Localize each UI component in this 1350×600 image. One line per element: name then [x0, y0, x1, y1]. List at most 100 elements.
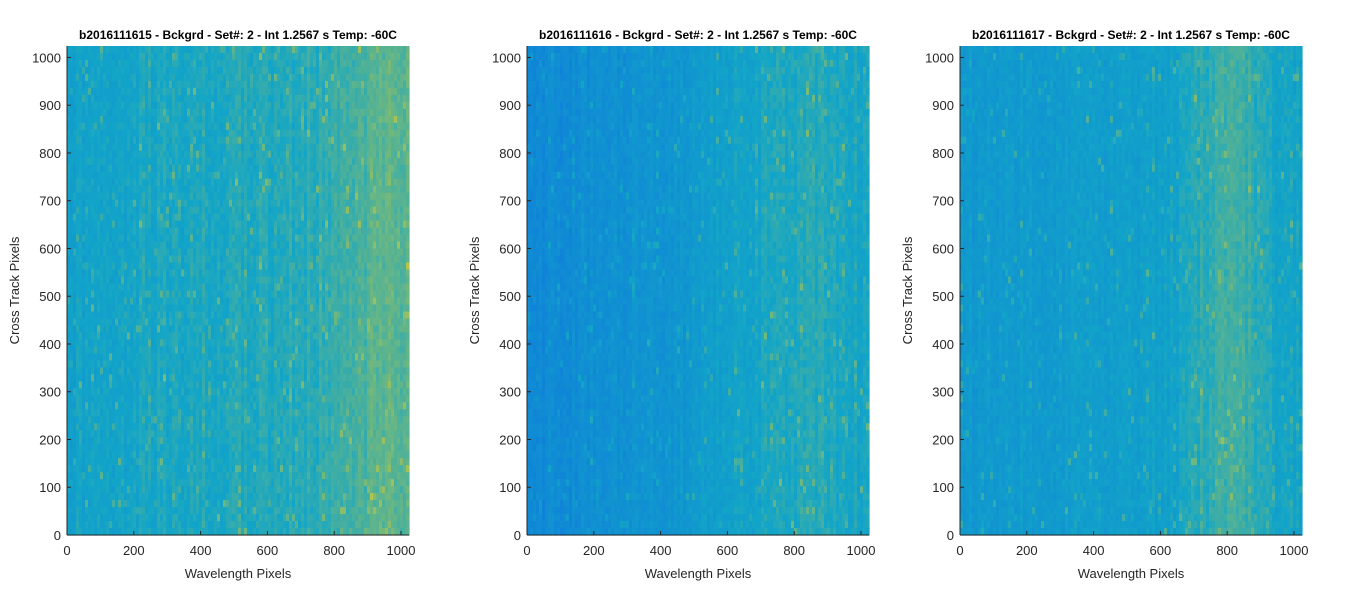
heatmap-cell — [205, 430, 209, 438]
heatmap-cell — [103, 465, 107, 473]
heatmap-cell — [79, 360, 83, 368]
heatmap-cell — [100, 269, 104, 278]
heatmap-cell — [157, 262, 161, 271]
heatmap-cell — [163, 143, 167, 152]
heatmap-cell — [127, 381, 131, 389]
heatmap-cell — [226, 381, 230, 389]
heatmap-cell — [148, 367, 152, 375]
heatmap-cell — [199, 290, 203, 299]
heatmap-cell — [76, 192, 80, 201]
heatmap-cell — [187, 423, 191, 431]
heatmap-cell — [175, 318, 179, 327]
heatmap-cell — [196, 108, 200, 117]
heatmap-cell — [193, 402, 197, 410]
heatmap-cell — [220, 458, 224, 466]
heatmap-cell — [88, 430, 92, 438]
heatmap-cell — [109, 206, 113, 215]
heatmap-cell — [94, 528, 98, 536]
heatmap-cell — [94, 185, 98, 194]
heatmap-cell — [205, 290, 209, 299]
heatmap-cell — [136, 507, 140, 515]
heatmap-cell — [163, 59, 167, 68]
heatmap-cell — [277, 374, 281, 382]
heatmap-cell — [268, 115, 272, 124]
heatmap-cell — [145, 346, 149, 354]
heatmap-cell — [274, 227, 278, 236]
heatmap-cell — [229, 269, 233, 278]
heatmap-cell — [247, 332, 251, 340]
heatmap-cell — [82, 521, 86, 529]
heatmap-cell — [103, 493, 107, 501]
heatmap-cell — [157, 381, 161, 389]
heatmap-cell — [139, 430, 143, 438]
heatmap-cell — [166, 528, 170, 536]
heatmap-cell — [154, 122, 158, 131]
heatmap-cell — [268, 213, 272, 222]
heatmap-cell — [175, 248, 179, 257]
heatmap-cell — [97, 80, 101, 89]
heatmap-cell — [217, 115, 221, 124]
heatmap-cell — [208, 115, 212, 124]
heatmap-cell — [103, 318, 107, 327]
heatmap-cell — [208, 325, 212, 334]
heatmap-cell — [175, 374, 179, 382]
heatmap-cell — [190, 297, 194, 306]
heatmap-cell — [256, 206, 260, 215]
heatmap-cell — [94, 507, 98, 515]
heatmap-cell — [178, 423, 182, 431]
heatmap-cell — [85, 276, 89, 285]
heatmap-cell — [151, 46, 155, 54]
heatmap-cell — [178, 367, 182, 375]
heatmap-cell — [235, 206, 239, 215]
heatmap-cell — [247, 472, 251, 480]
heatmap-cell — [91, 46, 95, 54]
heatmap-cell — [244, 59, 248, 68]
heatmap-cell — [220, 388, 224, 396]
heatmap-cell — [268, 395, 272, 403]
heatmap-cell — [280, 101, 284, 110]
heatmap-cell — [262, 437, 266, 445]
heatmap-cell — [235, 164, 239, 173]
heatmap-cell — [142, 500, 146, 508]
heatmap-cell — [139, 199, 143, 208]
heatmap-cell — [271, 430, 275, 438]
heatmap-cell — [154, 234, 158, 243]
heatmap-cell — [196, 164, 200, 173]
heatmap-cell — [109, 304, 113, 313]
heatmap-cell — [139, 353, 143, 361]
heatmap-cell — [274, 479, 278, 487]
heatmap-cell — [211, 143, 215, 152]
heatmap-cell — [157, 451, 161, 459]
heatmap-cell — [250, 206, 254, 215]
heatmap-cell — [241, 521, 245, 529]
heatmap-cell — [196, 444, 200, 452]
heatmap-cell — [103, 206, 107, 215]
heatmap-cell — [208, 416, 212, 424]
heatmap-cell — [205, 73, 209, 82]
heatmap-cell — [223, 129, 227, 138]
heatmap-cell — [82, 318, 86, 327]
heatmap-cell — [199, 227, 203, 236]
heatmap-cell — [145, 458, 149, 466]
heatmap-cell — [109, 360, 113, 368]
heatmap-cell — [175, 108, 179, 117]
heatmap-cell — [250, 164, 254, 173]
heatmap-cell — [121, 115, 125, 124]
heatmap-cell — [109, 465, 113, 473]
heatmap-cell — [109, 367, 113, 375]
heatmap-cell — [94, 178, 98, 187]
heatmap-cell — [82, 416, 86, 424]
heatmap-cell — [202, 248, 206, 257]
heatmap-cell — [214, 262, 218, 271]
heatmap-cell — [190, 521, 194, 529]
heatmap-cell — [133, 388, 137, 396]
heatmap-cell — [250, 339, 254, 347]
heatmap-cell — [229, 423, 233, 431]
heatmap-cell — [271, 325, 275, 334]
heatmap-cell — [268, 241, 272, 250]
heatmap-cell — [106, 129, 110, 138]
heatmap-cell — [226, 528, 230, 536]
heatmap-cell — [256, 122, 260, 131]
heatmap-cell — [109, 73, 113, 82]
heatmap-cell — [94, 115, 98, 124]
